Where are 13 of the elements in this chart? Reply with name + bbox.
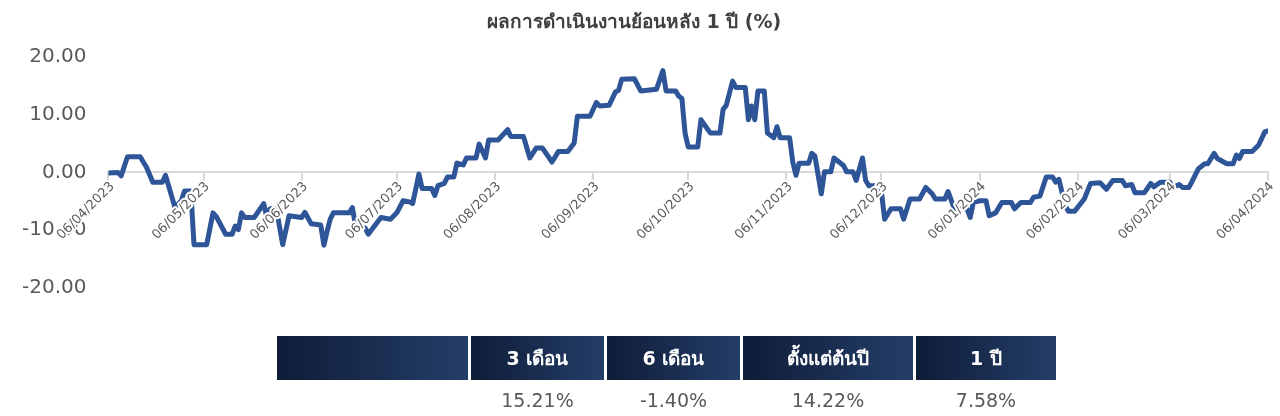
- text: 14.22%: [791, 389, 865, 411]
- y-tick-label: -20.00: [21, 274, 87, 299]
- text: 15.21%: [501, 389, 574, 411]
- text: 7.58%: [955, 389, 1017, 411]
- y-tick-label: 20.00: [29, 43, 87, 67]
- category-label: ตั้งแต่ต้นปี: [743, 336, 913, 380]
- text: -1.40%: [639, 389, 708, 411]
- y-tick-label: 0.00: [41, 158, 87, 183]
- category-label: 3 เดือน: [471, 336, 604, 380]
- category-label: 6 เดือน: [607, 336, 740, 380]
- y-tick-label: 10.00: [29, 100, 87, 125]
- category-label: 1 ปี: [916, 336, 1056, 380]
- chart-title: ผลการดำเนินงานย้อนหลัง 1 ปี (%): [486, 10, 782, 33]
